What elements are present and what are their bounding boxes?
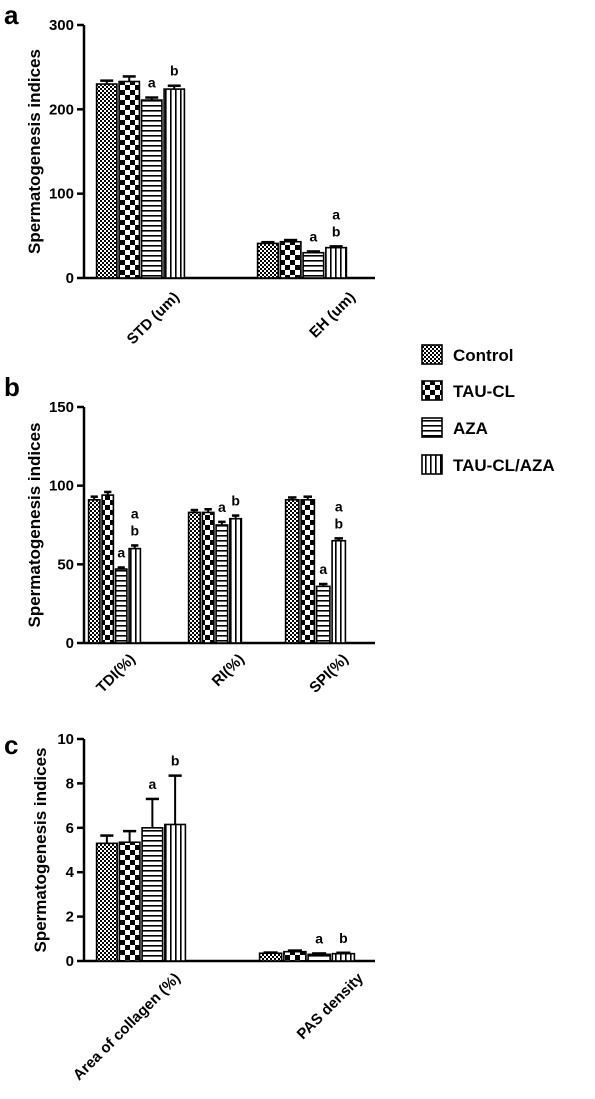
y-tick-label: 10 — [57, 731, 74, 748]
legend-swatch-aza — [421, 417, 443, 438]
significance-mark: a — [319, 561, 327, 577]
bar-tau-cl-tdi — [101, 494, 115, 644]
significance-mark: b — [130, 522, 139, 538]
bar-tau-cl-aza-ri — [229, 517, 243, 644]
y-tick-label: 0 — [66, 953, 74, 970]
y-tick-label: 8 — [66, 775, 74, 792]
y-tick-label: 0 — [66, 270, 74, 287]
panel-letter-b: b — [4, 372, 20, 402]
bar-tau-cl-spi — [300, 499, 316, 644]
bar-tau-cl-aza-tdi — [128, 547, 142, 644]
bar-control-ri — [187, 511, 201, 644]
legend-swatch-tau-cl-aza — [421, 454, 443, 475]
panel-letter-c: c — [4, 730, 18, 760]
y-tick-label: 100 — [49, 186, 74, 203]
significance-mark: b — [334, 515, 343, 531]
y-tick-label: 2 — [66, 909, 74, 926]
legend-label-tau-cl: TAU-CL — [453, 382, 515, 401]
bar-tau-cl-eh-um — [279, 240, 302, 279]
category-label-spi: SPI(%) — [306, 651, 352, 697]
y-tick-label: 150 — [49, 399, 74, 416]
legend-label-tau-cl-aza: TAU-CL/AZA — [453, 456, 555, 475]
y-axis-label: Spermatogenesis indices — [25, 49, 44, 254]
legend-item-aza: AZA — [421, 417, 488, 438]
category-label-std-um: STD (um) — [124, 289, 183, 348]
significance-mark: b — [170, 63, 179, 79]
category-label-ri: RI(%) — [209, 651, 248, 690]
bar-tau-cl-std-um — [118, 80, 141, 279]
category-label-area-of-collagen: Area of collagen (%) — [70, 970, 184, 1084]
significance-mark: b — [339, 930, 348, 946]
y-axis-label: Spermatogenesis indices — [25, 422, 44, 627]
y-tick-label: 6 — [66, 820, 74, 837]
legend-item-tau-cl: TAU-CL — [421, 380, 515, 401]
significance-mark: a — [117, 544, 125, 560]
significance-mark: a — [131, 505, 139, 521]
bar-control-area-of-collagen — [95, 842, 118, 962]
legend-item-control: Control — [421, 344, 513, 365]
bar-control-std-um — [95, 83, 118, 279]
bar-control-spi — [284, 499, 300, 644]
significance-mark: a — [218, 499, 226, 515]
y-tick-label: 4 — [66, 864, 75, 881]
bar-tau-cl-ri — [201, 511, 215, 644]
bar-tau-cl-aza-eh-um — [325, 246, 348, 279]
y-tick-label: 200 — [49, 101, 74, 118]
y-tick-label: 100 — [49, 478, 74, 495]
legend-swatch-control — [421, 344, 443, 365]
legend-swatch-tau-cl — [421, 380, 443, 401]
bar-control-pas-density — [258, 952, 283, 962]
y-axis-label: Spermatogenesis indices — [31, 747, 50, 952]
y-tick-label: 300 — [49, 17, 74, 34]
significance-mark: b — [171, 753, 180, 769]
bar-aza-std-um — [140, 99, 163, 279]
bar-aza-tdi — [114, 568, 128, 644]
bar-tau-cl-aza-area-of-collagen — [164, 823, 187, 962]
bar-aza-area-of-collagen — [141, 826, 164, 962]
bar-aza-eh-um — [302, 251, 325, 279]
bar-aza-spi — [315, 585, 331, 644]
significance-mark: b — [332, 223, 341, 239]
panel-letter-a: a — [4, 0, 19, 30]
significance-mark: a — [148, 75, 156, 91]
significance-mark: a — [315, 930, 323, 946]
bar-aza-pas-density — [307, 953, 331, 962]
bar-tau-cl-pas-density — [283, 950, 307, 962]
bar-tau-cl-aza-spi — [331, 539, 347, 644]
category-label-eh-um: EH (um) — [306, 289, 359, 342]
y-tick-label: 0 — [66, 635, 74, 652]
category-label-pas-density: PAS density — [294, 969, 368, 1043]
bar-tau-cl-aza-std-um — [163, 88, 186, 279]
significance-mark: a — [309, 228, 317, 244]
y-tick-label: 50 — [57, 556, 74, 573]
bar-aza-ri — [215, 524, 229, 644]
bar-control-eh-um — [256, 242, 279, 279]
bar-tau-cl-aza-pas-density — [331, 952, 356, 962]
bar-tau-cl-area-of-collagen — [118, 841, 141, 962]
legend-label-aza: AZA — [453, 419, 488, 438]
significance-mark: a — [335, 498, 343, 514]
legend-item-tau-cl-aza: TAU-CL/AZA — [421, 454, 555, 475]
legend: Control TAU-CL AZA TAU-CL/AZA — [421, 344, 555, 475]
bar-control-tdi — [87, 499, 101, 644]
category-label-tdi: TDI(%) — [93, 651, 139, 697]
significance-mark: a — [332, 206, 340, 222]
significance-mark: b — [231, 493, 240, 509]
significance-mark: a — [148, 776, 156, 792]
legend-label-control: Control — [453, 346, 513, 365]
